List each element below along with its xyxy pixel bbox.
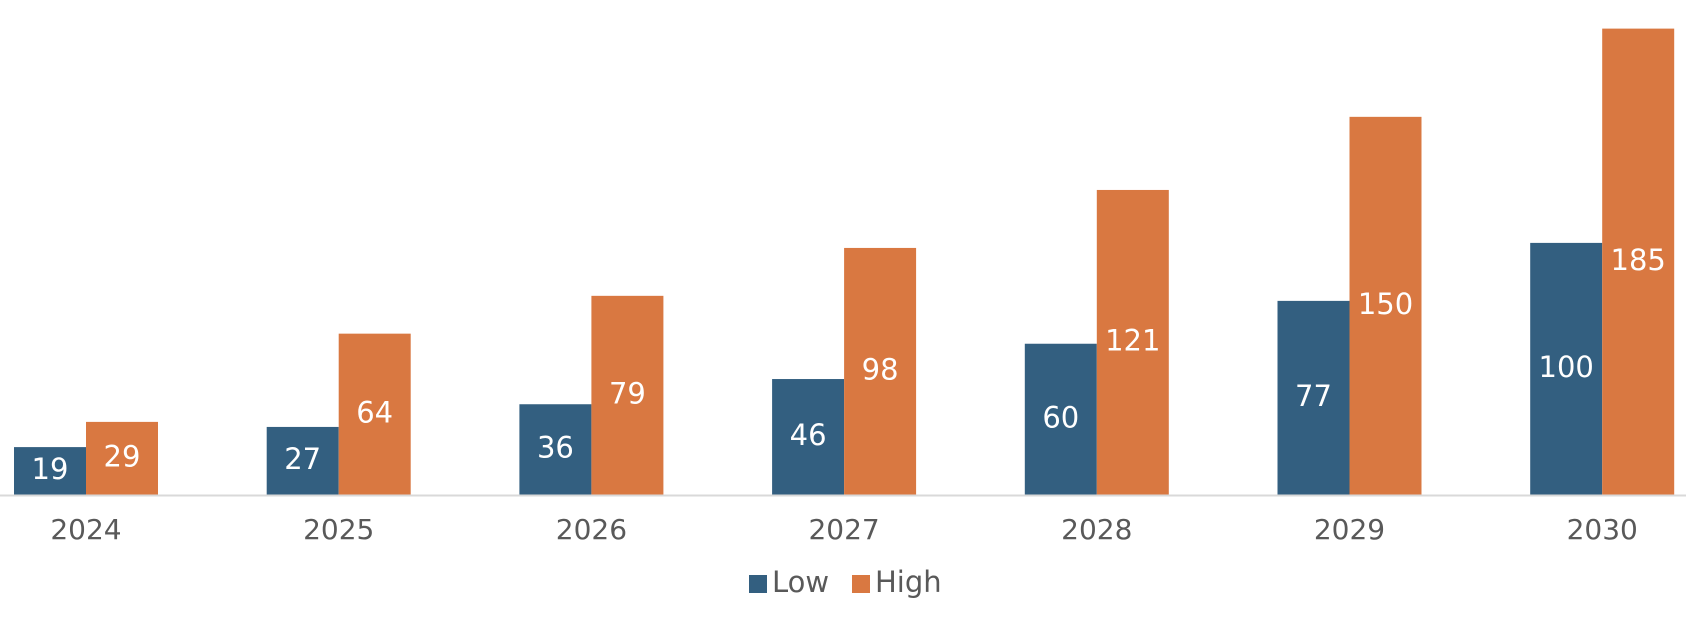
bar-high-2030 <box>1602 28 1675 496</box>
x-axis-tick-labels: 2024 2025 2026 2027 2028 2029 2030 <box>50 513 1637 546</box>
x-tick-label-2030: 2030 <box>1567 513 1638 546</box>
data-label-low-2025: 27 <box>284 442 321 476</box>
bar-low-2026 <box>519 404 592 495</box>
x-tick-label-2029: 2029 <box>1314 513 1385 546</box>
data-label-low-2027: 46 <box>790 418 827 452</box>
data-label-low-2028: 60 <box>1042 400 1079 434</box>
bar-low-2025 <box>266 426 339 495</box>
bar-high-2025 <box>338 333 411 495</box>
legend: Low High <box>749 565 942 599</box>
legend-swatch-low <box>749 575 767 593</box>
bar-high-2026 <box>591 295 664 495</box>
data-label-high-2026: 79 <box>609 376 646 410</box>
bar-low-2028 <box>1024 343 1097 495</box>
data-label-high-2025: 64 <box>356 395 393 429</box>
legend-label-high: High <box>875 565 942 599</box>
data-label-high-2027: 98 <box>862 352 899 386</box>
bar-high-2029 <box>1349 116 1422 495</box>
x-tick-label-2025: 2025 <box>303 513 374 546</box>
bar-high-2027 <box>844 247 917 495</box>
bar-low-2029 <box>1277 300 1350 495</box>
bar-low-2030 <box>1530 242 1603 495</box>
legend-label-low: Low <box>772 565 829 599</box>
data-label-low-2026: 36 <box>537 431 574 465</box>
bar-high-2028 <box>1096 189 1169 495</box>
data-label-high-2030: 185 <box>1611 243 1666 277</box>
legend-swatch-high <box>852 575 870 593</box>
data-label-low-2029: 77 <box>1295 379 1332 413</box>
data-label-high-2028: 121 <box>1105 323 1160 357</box>
data-labels-layer: 19 29 27 64 36 79 46 98 60 121 77 150 100 185 <box>32 243 1666 486</box>
bar-low-2024 <box>14 447 86 495</box>
x-tick-label-2028: 2028 <box>1061 513 1132 546</box>
bar-low-2027 <box>772 379 845 495</box>
x-tick-label-2026: 2026 <box>556 513 627 546</box>
data-label-low-2030: 100 <box>1539 350 1594 384</box>
bars-layer <box>14 28 1675 496</box>
data-label-low-2024: 19 <box>32 452 69 486</box>
data-label-high-2029: 150 <box>1358 287 1413 321</box>
bar-high-2024 <box>86 421 158 495</box>
x-tick-label-2024: 2024 <box>50 513 121 546</box>
data-label-high-2024: 29 <box>104 439 141 473</box>
x-tick-label-2027: 2027 <box>808 513 879 546</box>
